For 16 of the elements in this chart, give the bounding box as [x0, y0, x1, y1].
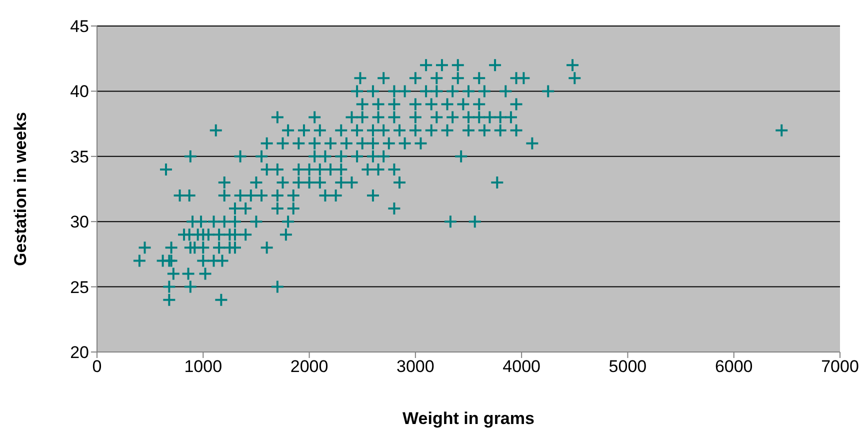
x-axis-title: Weight in grams — [402, 409, 534, 428]
y-tick-label: 30 — [70, 212, 89, 232]
x-tick-label: 7000 — [821, 357, 859, 376]
y-axis-title: Gestation in weeks — [11, 112, 30, 266]
y-tick-label: 45 — [70, 17, 89, 36]
x-tick-label: 1000 — [184, 357, 222, 376]
x-tick-label: 5000 — [608, 357, 647, 376]
y-tick-label: 35 — [70, 147, 89, 166]
y-tick-label: 20 — [70, 343, 89, 362]
y-tick-label: 25 — [70, 278, 89, 297]
x-tick-label: 0 — [92, 357, 102, 376]
x-tick-label: 6000 — [714, 357, 753, 376]
x-tick-label: 4000 — [502, 357, 540, 376]
x-tick-label: 3000 — [396, 357, 434, 376]
y-tick-label: 40 — [70, 82, 89, 102]
x-tick-label: 2000 — [290, 357, 328, 376]
